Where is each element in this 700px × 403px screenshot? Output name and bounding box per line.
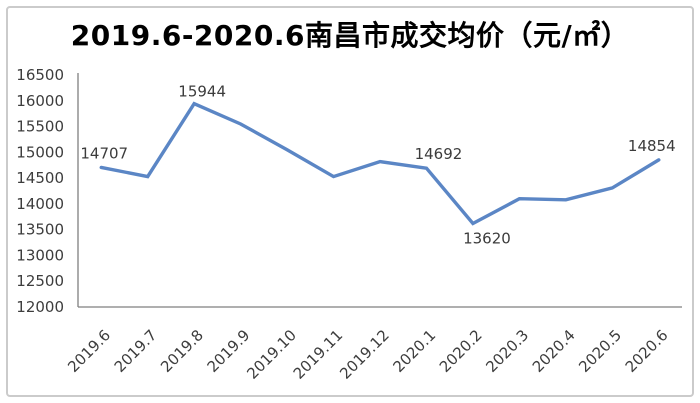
data-label: 14707	[80, 144, 128, 162]
data-label: 14854	[628, 137, 676, 155]
x-tick-label: 2019.8	[157, 326, 207, 376]
y-tick-label: 16500	[16, 66, 64, 84]
x-tick-label: 2019.7	[111, 326, 161, 376]
x-tick-label: 2020.6	[622, 326, 672, 376]
chart-title: 2019.6-2020.6南昌市成交均价（元/㎡）	[70, 19, 630, 52]
x-tick-label: 2019.10	[243, 326, 300, 383]
y-tick-label: 12000	[16, 298, 64, 316]
y-tick-label: 13500	[16, 221, 64, 239]
x-tick-label: 2020.2	[436, 326, 486, 376]
data-label: 14692	[415, 145, 463, 163]
y-tick-label: 13000	[16, 246, 64, 264]
y-tick-label: 16000	[16, 92, 64, 110]
y-tick-label: 14000	[16, 195, 64, 213]
x-tick-label: 2019.6	[64, 326, 114, 376]
y-tick-label: 15000	[16, 143, 64, 161]
y-tick-label: 12500	[16, 272, 64, 290]
y-tick-label: 14500	[16, 169, 64, 187]
data-label: 13620	[463, 229, 511, 247]
x-tick-label: 2020.4	[529, 326, 579, 376]
price-line	[99, 101, 661, 226]
x-tick-label: 2019.11	[290, 326, 347, 383]
x-tick-label: 2020.5	[575, 326, 625, 376]
x-tick-label: 2020.3	[482, 326, 532, 376]
y-tick-label: 15500	[16, 118, 64, 136]
x-tick-label: 2019.12	[336, 326, 393, 383]
x-tick-label: 2020.1	[389, 326, 439, 376]
data-label: 15944	[178, 83, 226, 101]
